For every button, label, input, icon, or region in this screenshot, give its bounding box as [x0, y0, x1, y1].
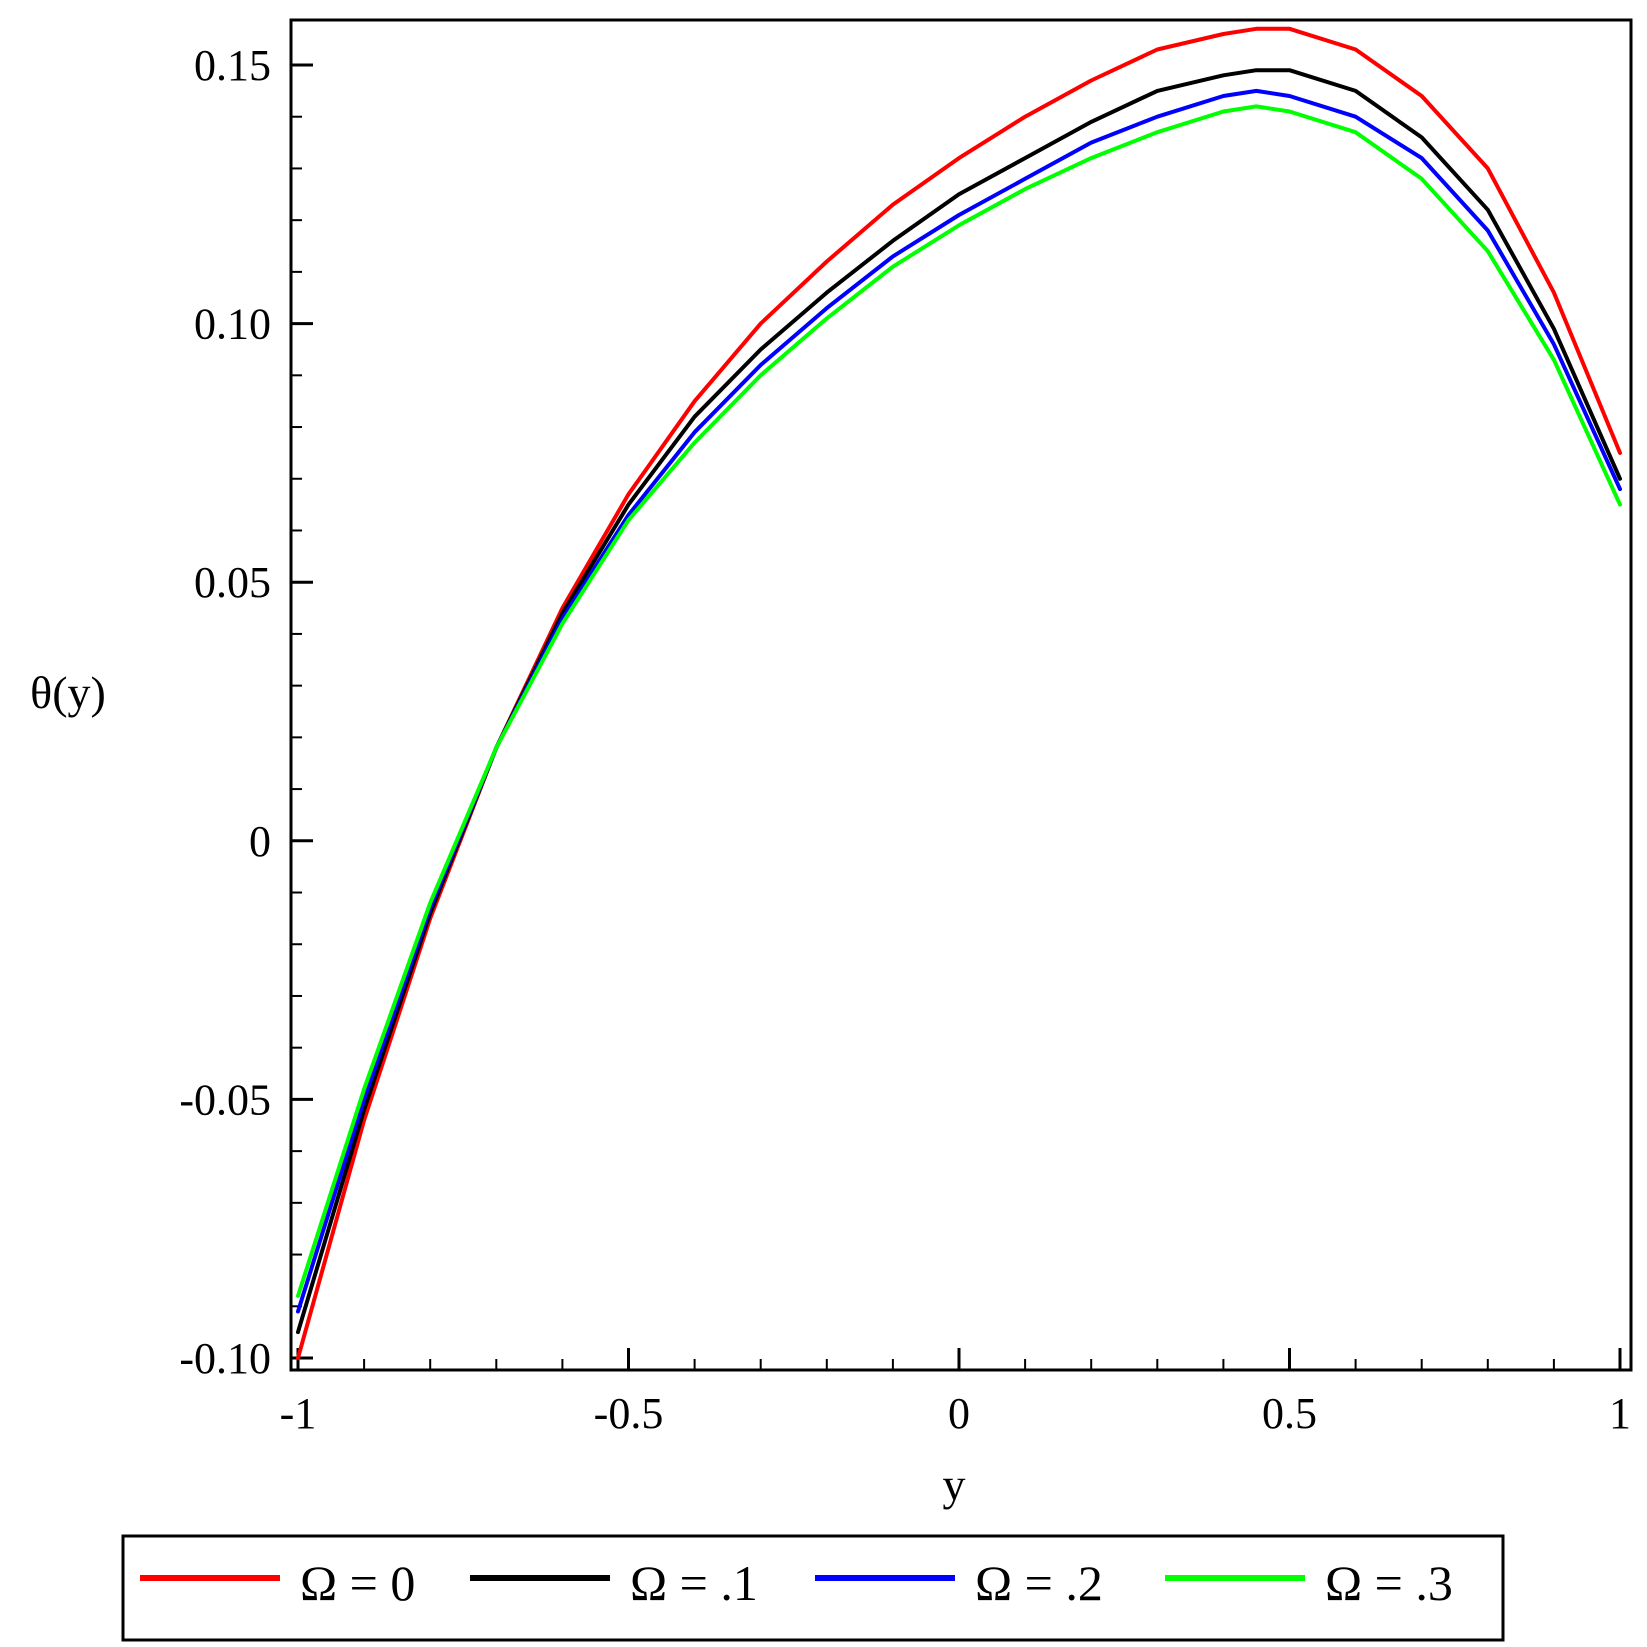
- y-tick-label: -0.10: [179, 1334, 271, 1383]
- plot-frame: [289, 18, 1633, 1372]
- series-layer: [296, 26, 1622, 1360]
- y-tick-label: 0.15: [194, 41, 271, 90]
- legend-items: Ω = 0 Ω = .1 Ω = .2 Ω = .3: [140, 1555, 1453, 1611]
- legend: Ω = 0 Ω = .1 Ω = .2 Ω = .3: [121, 1534, 1505, 1642]
- legend-label-3: Ω = .3: [1325, 1555, 1453, 1611]
- legend-label-1: Ω = .1: [630, 1555, 758, 1611]
- legend-label-0: Ω = 0: [300, 1555, 415, 1611]
- legend-box: [121, 1534, 1505, 1642]
- y-axis-ticks: -0.10 -0.05 0 0.05 0.10 0.15: [179, 41, 313, 1383]
- series-line-0: [296, 26, 1622, 1360]
- series-line-1: [296, 68, 1622, 1335]
- y-tick-label: 0: [249, 817, 271, 866]
- y-axis-title: θ(y): [30, 667, 106, 718]
- series-line-2: [296, 88, 1622, 1314]
- x-tick-label: -1: [280, 1389, 317, 1438]
- x-axis-ticks: -1 -0.5 0 0.5 1: [280, 1348, 1631, 1438]
- series-line-3: [296, 104, 1622, 1298]
- x-tick-label: 0.5: [1262, 1389, 1317, 1438]
- x-axis-title: y: [943, 1459, 966, 1510]
- x-tick-label: -0.5: [594, 1389, 664, 1438]
- legend-label-2: Ω = .2: [975, 1555, 1103, 1611]
- x-tick-label: 0: [948, 1389, 970, 1438]
- y-tick-label: 0.10: [194, 300, 271, 349]
- x-tick-label: 1: [1609, 1389, 1631, 1438]
- y-tick-label: -0.05: [179, 1075, 271, 1124]
- y-tick-label: 0.05: [194, 558, 271, 607]
